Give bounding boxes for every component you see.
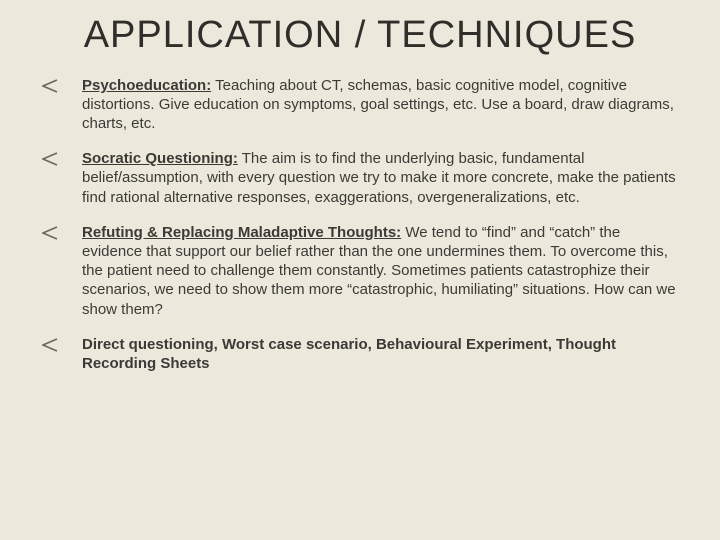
list-item: Direct questioning, Worst case scenario,…	[36, 335, 684, 373]
list-item: Socratic Questioning: The aim is to find…	[36, 149, 684, 207]
bullet-arrow-icon	[42, 338, 58, 352]
bullet-list: Psychoeducation: Teaching about CT, sche…	[36, 76, 684, 373]
bullet-term: Socratic Questioning:	[82, 150, 238, 167]
list-item: Psychoeducation: Teaching about CT, sche…	[36, 76, 684, 134]
bullet-arrow-icon	[42, 152, 58, 166]
bullet-arrow-icon	[42, 226, 58, 240]
list-item: Refuting & Replacing Maladaptive Thought…	[36, 223, 684, 319]
bullet-term: Psychoeducation:	[82, 77, 211, 94]
slide-title: APPLICATION / TECHNIQUES	[36, 14, 684, 58]
bullet-term: Direct questioning, Worst case scenario,…	[82, 336, 616, 372]
bullet-term: Refuting & Replacing Maladaptive Thought…	[82, 224, 401, 241]
bullet-arrow-icon	[42, 79, 58, 93]
